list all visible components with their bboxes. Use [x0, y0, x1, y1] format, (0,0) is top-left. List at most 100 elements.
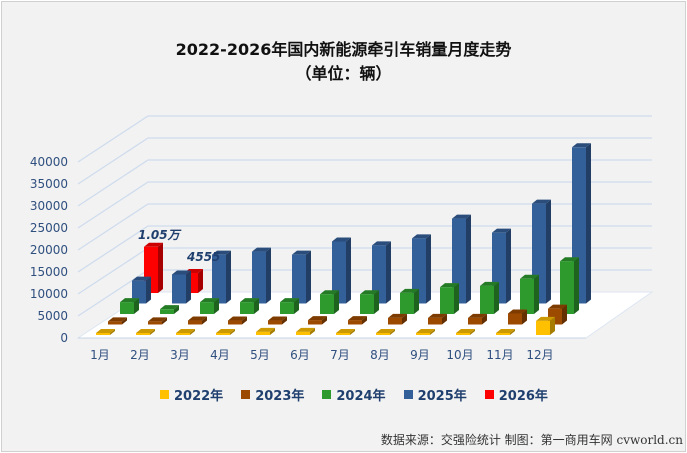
bar-2024-10-side	[494, 281, 499, 314]
bar-2024-9-top	[440, 283, 459, 288]
bar-2022-1-top	[96, 329, 115, 333]
bar-2023-4	[228, 320, 242, 325]
x-tick-label: 3月	[170, 348, 190, 362]
bar-2022-7-side	[350, 329, 355, 335]
bar-2025-2	[172, 274, 186, 304]
bar-2025-6-top	[332, 237, 351, 242]
bar-2024-12-side	[574, 257, 579, 314]
bar-2024-10-top	[480, 281, 499, 286]
bar-2025-3-side	[226, 250, 231, 304]
bar-2023-6-side	[322, 316, 327, 325]
bar-2023-4-top	[228, 316, 247, 321]
bar-2024-6-side	[334, 290, 339, 314]
bar-2025-1-top	[132, 276, 151, 281]
source-footer: 数据来源：交强险统计 制图：第一商用车网 cvworld.cn	[380, 433, 683, 447]
bar-2025-4-top	[252, 247, 271, 252]
bar-2022-8-side	[390, 329, 395, 335]
bar-2023-1-side	[122, 317, 127, 325]
bar-2024-2-top	[160, 305, 179, 310]
bar-2024-5-top	[280, 298, 299, 303]
legend-label: 2026年	[498, 389, 548, 404]
x-tick-label: 11月	[486, 348, 513, 362]
y-tick-label: 40000	[30, 155, 68, 169]
annotation-jan-2026: 1.05万	[138, 228, 180, 242]
bar-2022-11	[496, 333, 510, 335]
gridline	[77, 225, 652, 273]
bar-2022-7	[336, 333, 350, 335]
bar-2022-9	[416, 333, 430, 335]
x-tick-label: 12月	[526, 348, 553, 362]
bar-2026-1-top	[144, 242, 163, 247]
legend-item-2026: 2026年	[484, 385, 548, 404]
bar-2022-6-top	[296, 327, 315, 332]
legend-label: 2024年	[336, 389, 386, 404]
legend-swatch	[484, 390, 494, 399]
bar-2024-3	[200, 302, 214, 314]
legend-swatch	[160, 390, 169, 399]
bar-2025-4-side	[266, 247, 271, 304]
bar-2022-2-top	[136, 329, 155, 333]
x-tick-label: 4月	[210, 348, 230, 362]
x-tick-label: 6月	[290, 348, 310, 362]
x-tick-label: 8月	[370, 348, 390, 362]
bar-2025-12-top	[572, 143, 591, 148]
bar-2025-1-side	[146, 276, 151, 304]
legend-label: 2022年	[174, 389, 224, 404]
bar-2023-7-top	[348, 316, 367, 321]
bar-2023-5-top	[268, 316, 287, 321]
bar-2022-5-side	[270, 327, 275, 335]
bar-2025-2-top	[172, 270, 191, 275]
bar-2023-1	[108, 321, 122, 325]
bar-2022-1	[96, 333, 110, 335]
bar-2023-8-top	[388, 313, 407, 318]
bar-2025-5-top	[292, 250, 311, 255]
bar-2025-8	[412, 238, 426, 304]
bar-2023-6	[308, 320, 322, 325]
y-tick-label: 35000	[30, 177, 68, 191]
legend-swatch	[322, 390, 332, 399]
bar-2023-11-top	[508, 309, 527, 314]
bar-2023-9-side	[442, 313, 447, 325]
bar-2023-9	[428, 317, 442, 325]
bar-2024-4-side	[254, 298, 259, 314]
bar-2025-11-top	[532, 199, 551, 204]
y-tick-label: 30000	[30, 199, 68, 213]
bar-2025-5-side	[306, 250, 311, 304]
bar-2022-7-top	[336, 329, 355, 333]
bar-2023-4-side	[242, 316, 247, 325]
bar-2023-1-top	[108, 317, 127, 322]
bar-2024-5-side	[294, 298, 299, 314]
y-tick-label: 10000	[30, 287, 68, 301]
legend-item-2025: 2025年	[403, 385, 467, 404]
bar-2025-6-side	[346, 237, 351, 304]
bar-2025-6	[332, 241, 346, 304]
bar-2023-3	[188, 320, 202, 325]
bar-2022-12-side	[550, 316, 555, 335]
legend-label: 2025年	[417, 389, 467, 404]
gridline	[77, 159, 652, 207]
bar-2024-8-side	[414, 288, 419, 314]
bar-2023-7	[348, 320, 362, 325]
bar-2022-11-side	[510, 329, 515, 335]
bar-2024-1	[120, 302, 134, 314]
bar-2025-12-side	[586, 143, 591, 304]
bar-2022-3-top	[176, 329, 195, 333]
bar-2022-9-side	[430, 329, 435, 335]
bar-2023-3-top	[188, 316, 207, 321]
bar-2023-10	[468, 317, 482, 325]
bar-2023-2-side	[162, 317, 167, 325]
y-tick-label: 25000	[30, 221, 68, 235]
bar-2023-11-side	[522, 309, 527, 325]
legend-swatch	[403, 390, 413, 399]
bar-2023-8-side	[402, 313, 407, 325]
bar-2024-11-top	[520, 274, 539, 279]
gridline	[77, 137, 652, 185]
bar-2024-10	[480, 285, 494, 314]
bar-2022-8	[376, 333, 390, 335]
bar-2024-12	[560, 261, 574, 314]
bar-2025-7-side	[386, 241, 391, 304]
bar-2023-2	[148, 321, 162, 325]
bar-2025-4	[252, 251, 266, 304]
legend-label: 2023年	[255, 389, 305, 404]
bar-2025-9-side	[466, 214, 471, 304]
